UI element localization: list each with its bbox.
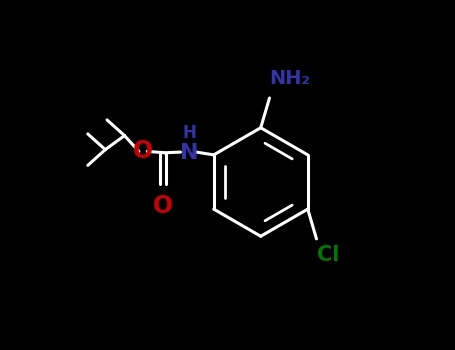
Text: N: N xyxy=(180,143,198,163)
Text: H: H xyxy=(182,124,196,141)
Text: O: O xyxy=(153,194,173,218)
Text: Cl: Cl xyxy=(317,245,339,265)
Text: NH₂: NH₂ xyxy=(269,69,310,88)
Text: O: O xyxy=(133,139,153,163)
